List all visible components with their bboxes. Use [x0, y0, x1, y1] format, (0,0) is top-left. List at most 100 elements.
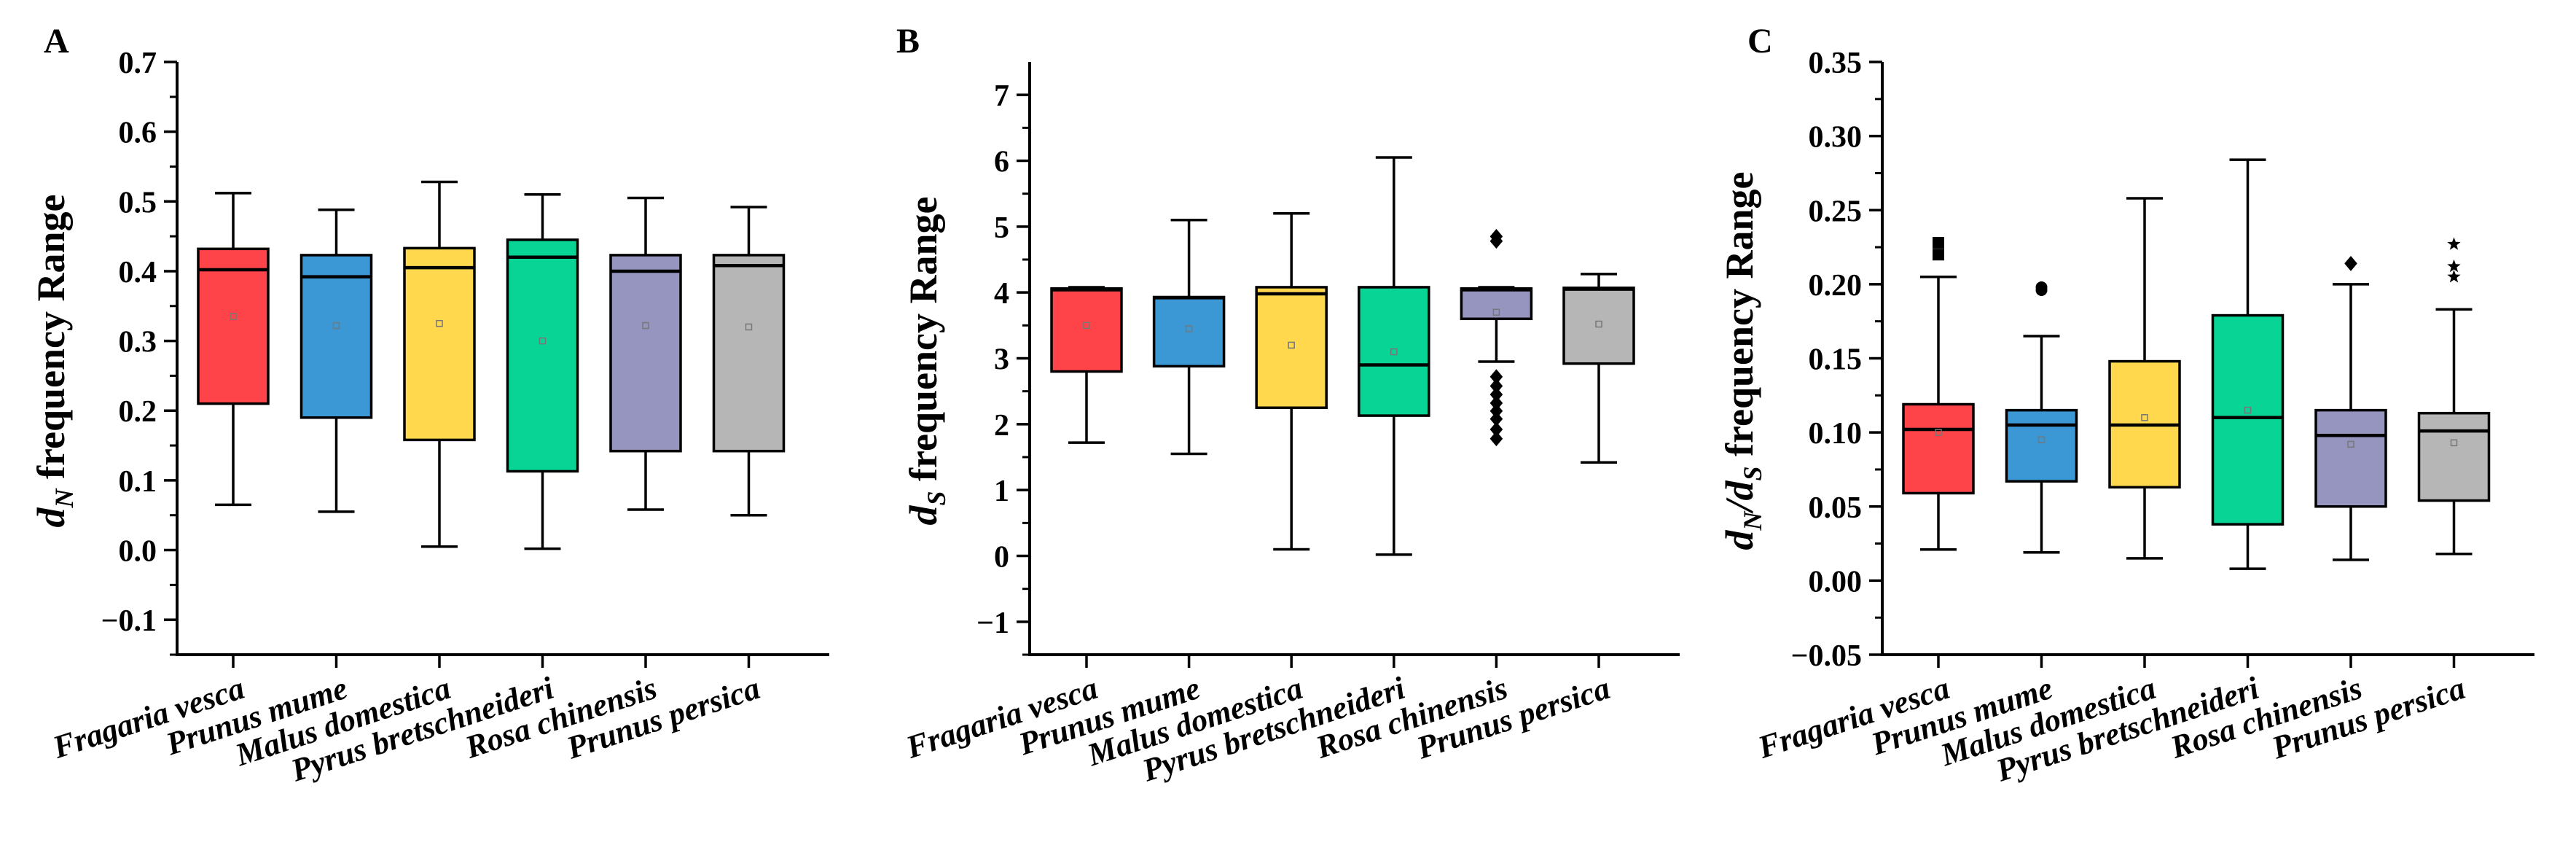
- y-tick-label: 6: [994, 146, 1009, 179]
- y-tick-label: 0: [994, 541, 1009, 574]
- y-tick-label: 2: [994, 409, 1009, 443]
- y-tick-label: 0.25: [1809, 195, 1863, 228]
- outlier-point: [1489, 378, 1503, 394]
- mean-marker: [2141, 414, 2148, 421]
- mean-marker: [332, 322, 340, 330]
- mean-marker: [1595, 320, 1602, 328]
- y-label-sub: S: [922, 491, 951, 505]
- y-tick-label: 0.30: [1809, 121, 1863, 155]
- y-label-rest: frequency Range: [1718, 171, 1761, 466]
- y-label-d: d: [29, 507, 73, 527]
- mean-marker: [2450, 439, 2458, 447]
- outlier-point: [2447, 259, 2461, 273]
- mean-marker: [2244, 406, 2252, 414]
- y-label-sub: N: [50, 487, 79, 508]
- y-label-rest: frequency Range: [29, 195, 73, 489]
- y-tick-label: 0.1: [119, 465, 157, 499]
- outlier-point: [1489, 386, 1503, 402]
- y-label-d: d: [901, 505, 945, 526]
- outlier-point: [2447, 270, 2461, 283]
- box-body: [1460, 287, 1533, 321]
- y-tick-label: 0.35: [1809, 47, 1863, 80]
- mean-marker: [1185, 325, 1193, 332]
- y-tick-label: 0.20: [1809, 269, 1863, 303]
- mean-marker: [1390, 348, 1398, 356]
- outlier-point: [1489, 421, 1503, 437]
- box-body: [506, 238, 579, 473]
- outlier-point: [2035, 284, 2048, 297]
- y-tick-label: −1: [976, 607, 1009, 640]
- mean-marker: [1935, 429, 1942, 436]
- box-body: [2314, 408, 2387, 508]
- y-tick-label: 0.4: [119, 256, 157, 289]
- mean-marker: [1492, 308, 1500, 316]
- y-label-sub2: S: [1738, 466, 1767, 480]
- box-body: [1255, 286, 1328, 409]
- mean-marker: [745, 323, 753, 331]
- y-label-sub: N: [1738, 510, 1767, 531]
- y-tick-label: 0.6: [119, 117, 157, 150]
- mean-marker: [1288, 341, 1295, 349]
- y-tick-label: 0.15: [1809, 343, 1863, 377]
- box-fragaria-vesca: Fragaria vesca: [48, 192, 270, 766]
- mean-marker: [642, 322, 649, 330]
- outlier-point: [2344, 256, 2357, 271]
- outlier-point: [1489, 233, 1503, 249]
- panel-a: A dN frequency Range −0.1 0.0 0.1 0.2 0.3 0.4…: [29, 22, 829, 789]
- y-tick-label: 0.00: [1809, 565, 1863, 599]
- panel-label: A: [44, 22, 69, 61]
- y-tick-label: 0.0: [119, 535, 157, 569]
- box-body: [197, 247, 270, 405]
- y-tick-label: 5: [994, 211, 1009, 245]
- y-tick-label: 0.5: [119, 186, 157, 219]
- mean-marker: [230, 313, 237, 320]
- outlier-point: [1489, 411, 1503, 427]
- outlier-point: [1489, 369, 1503, 385]
- outlier-point: [1489, 403, 1503, 419]
- y-label-d: d: [1718, 530, 1761, 550]
- y-tick-label: 7: [994, 79, 1009, 113]
- y-axis-label: dS frequency Range: [901, 196, 951, 525]
- y-axis-label: dN/dS frequency Range: [1718, 171, 1767, 550]
- box-body: [1358, 286, 1430, 417]
- panel-label: B: [896, 22, 920, 61]
- box-body: [300, 254, 373, 419]
- box-body: [712, 254, 786, 453]
- y-tick-label: 0.7: [119, 47, 157, 80]
- panel-label: C: [1747, 22, 1773, 61]
- y-tick-label: 1: [994, 475, 1009, 508]
- mean-marker: [436, 319, 443, 327]
- box-body: [2005, 408, 2078, 483]
- y-axis-label: dN frequency Range: [29, 195, 79, 528]
- box-body: [403, 246, 476, 442]
- y-tick-label: 4: [994, 277, 1009, 311]
- outlier-point: [1489, 395, 1503, 411]
- outlier-point: [1489, 431, 1503, 447]
- outlier-point: [2447, 237, 2461, 250]
- panel-c: C dN/dS frequency Range −0.05 0.00 0.05 0.1…: [1718, 22, 2534, 789]
- y-tick-label: 0.3: [119, 326, 157, 359]
- y-tick-label: 0.10: [1809, 417, 1863, 451]
- mean-marker: [2347, 440, 2354, 448]
- box-body: [609, 254, 682, 453]
- box-body: [2211, 313, 2285, 526]
- box-body: [1050, 287, 1123, 373]
- box-fragaria-vesca: Fragaria vesca: [1753, 236, 1975, 766]
- y-tick-label: −0.1: [101, 604, 157, 638]
- box-body: [2417, 411, 2491, 502]
- box-body: [1562, 287, 1635, 365]
- mean-marker: [539, 337, 547, 345]
- y-tick-label: 3: [994, 343, 1009, 377]
- box-body: [1902, 402, 1975, 495]
- y-tick-label: −0.05: [1791, 639, 1862, 673]
- outlier-point: [1933, 236, 1944, 249]
- mean-marker: [1083, 322, 1090, 330]
- panel-b: B dS frequency Range −101234567Fragaria …: [896, 22, 1680, 789]
- mean-marker: [2037, 436, 2045, 444]
- y-label-rest: frequency Range: [901, 196, 945, 491]
- y-tick-label: 0.05: [1809, 491, 1863, 525]
- y-tick-label: 0.2: [119, 395, 157, 429]
- outlier-point: [1933, 249, 1944, 261]
- y-label-mid: /d: [1718, 480, 1761, 515]
